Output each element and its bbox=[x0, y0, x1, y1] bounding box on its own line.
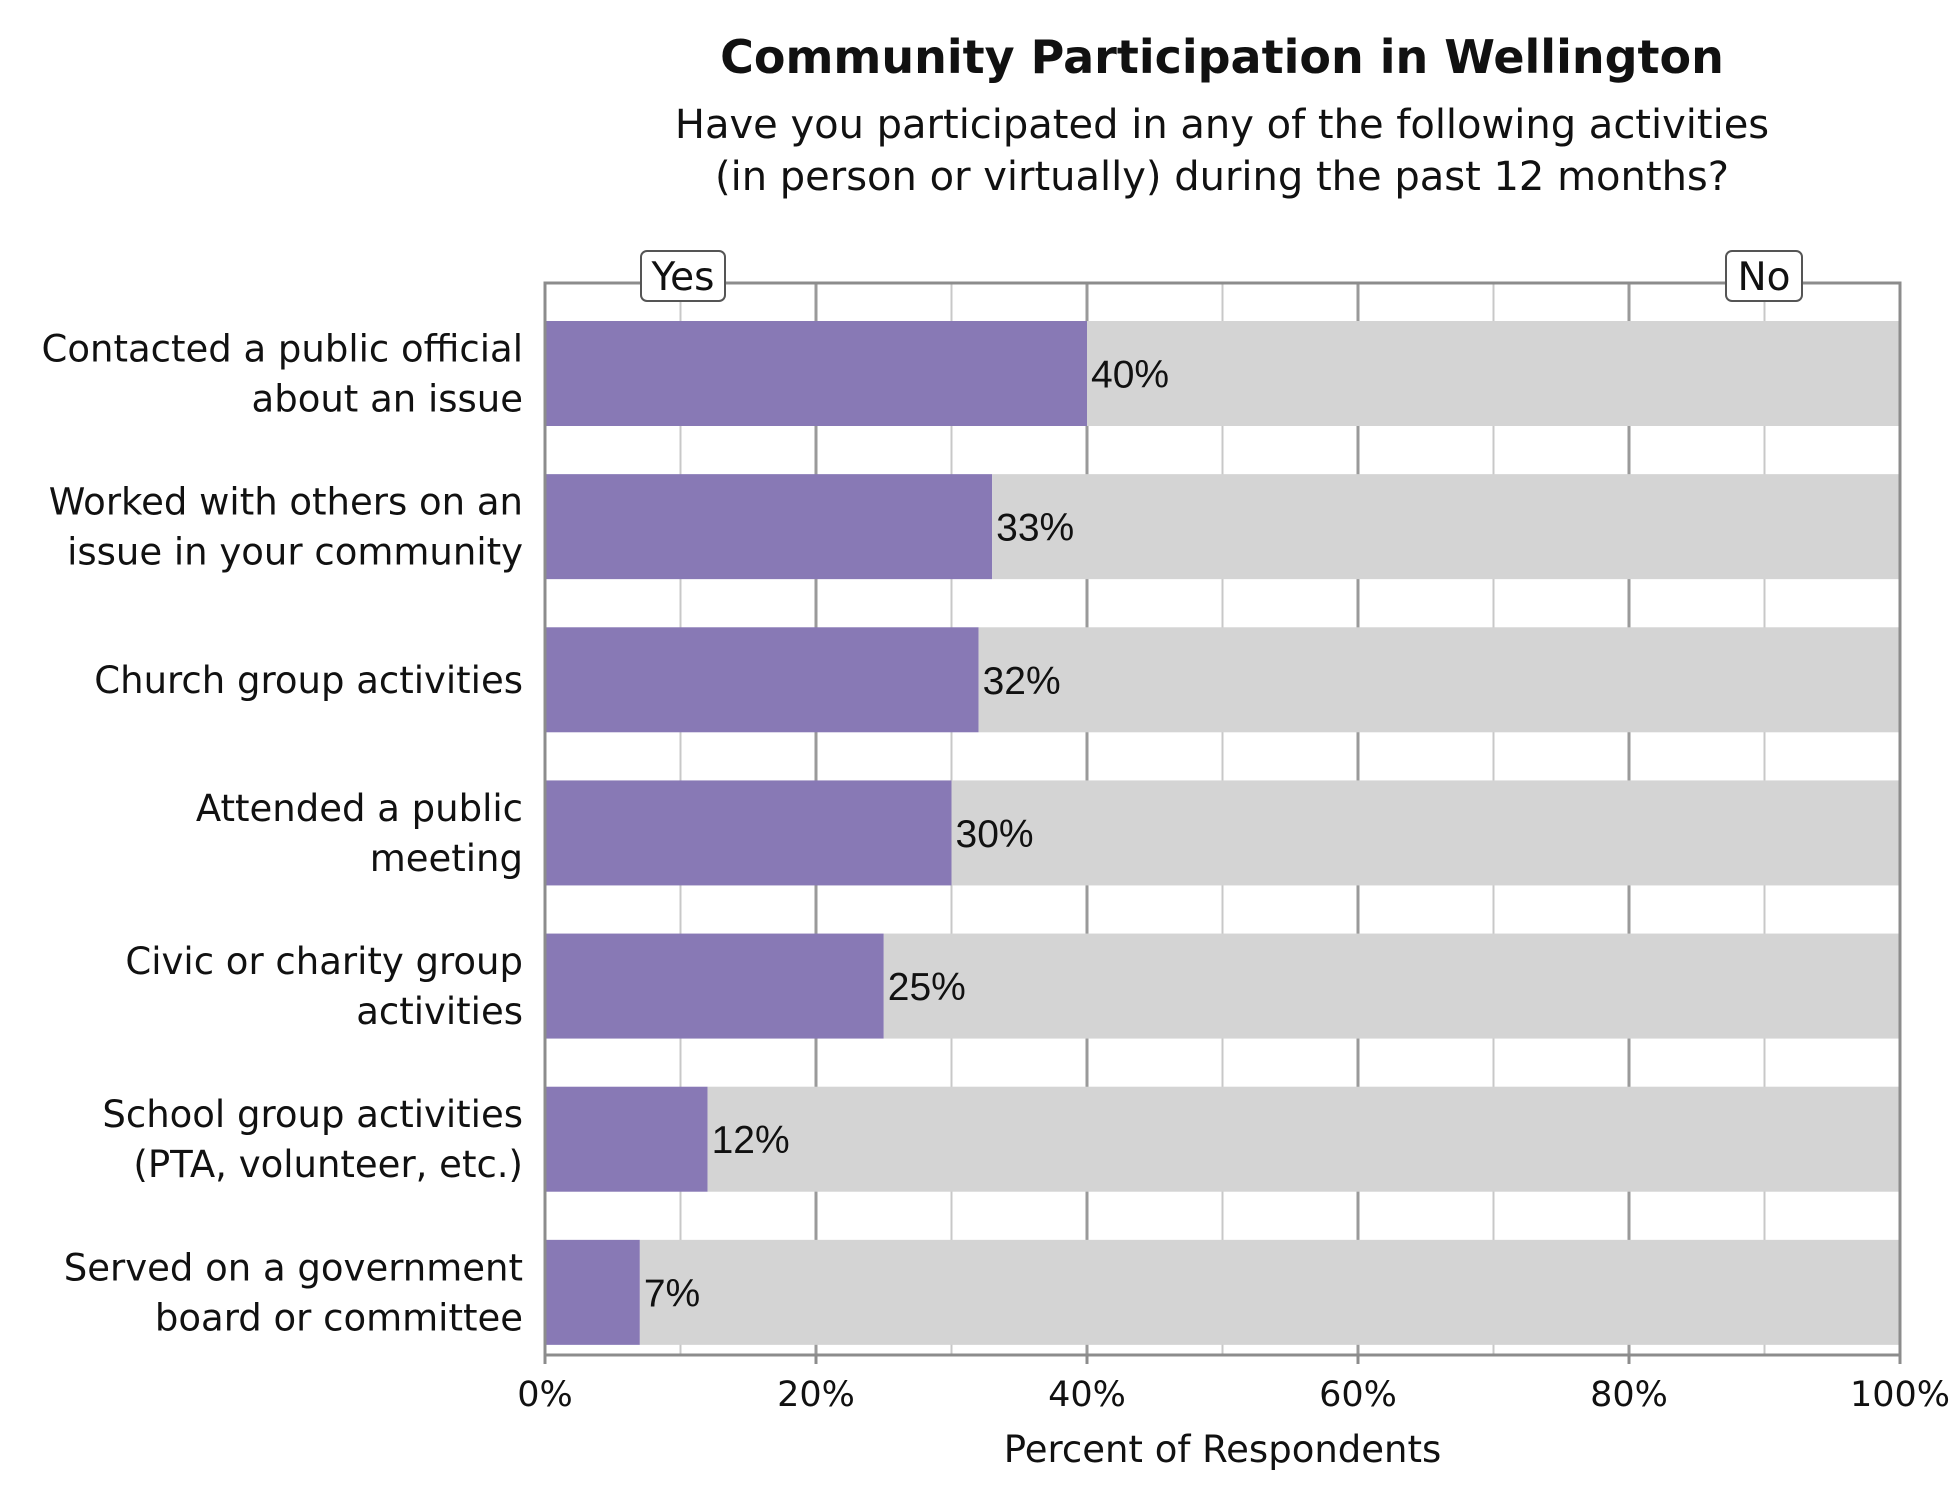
legend-box-yes bbox=[640, 250, 726, 302]
plot-area: 40% Contacted a public official about an i… bbox=[42, 250, 1950, 1471]
x-tick-label: 80% bbox=[1590, 1375, 1668, 1415]
data-label-5: 25% bbox=[888, 966, 966, 1009]
category-label-3: Church group activities bbox=[94, 659, 523, 702]
bar-no-7 bbox=[639, 1239, 1900, 1345]
bar-yes-5 bbox=[545, 933, 884, 1039]
x-tick-label: 60% bbox=[1319, 1375, 1397, 1415]
x-tick-label: 20% bbox=[777, 1375, 855, 1415]
bar-yes-7 bbox=[545, 1239, 640, 1345]
category-label-5-line-2: activities bbox=[356, 990, 523, 1033]
chart-subtitle-line-1: Have you participated in any of the foll… bbox=[675, 102, 1769, 148]
bar-yes-4 bbox=[545, 780, 952, 886]
bar-no-6 bbox=[707, 1086, 1900, 1192]
bar-no-1 bbox=[1087, 321, 1900, 426]
category-label-6-line-1: School group activities bbox=[102, 1093, 523, 1136]
bar-yes-1 bbox=[545, 321, 1087, 426]
category-label-2-line-1: Worked with others on an bbox=[49, 481, 523, 524]
category-label-6-line-2: (PTA, volunteer, etc.) bbox=[133, 1143, 523, 1186]
category-label-1-line-1: Contacted a public official bbox=[42, 328, 523, 371]
bar-no-4 bbox=[951, 780, 1900, 886]
legend-label-yes: Yes bbox=[651, 255, 715, 300]
chart-subtitle-line-2: (in person or virtually) during the past… bbox=[715, 154, 1729, 200]
data-label-6: 12% bbox=[712, 1119, 790, 1162]
legend-box-no bbox=[1725, 250, 1803, 302]
category-label-7-line-2: board or committee bbox=[155, 1296, 523, 1339]
x-tick-label: 100% bbox=[1850, 1375, 1950, 1415]
category-label-7-line-1: Served on a government bbox=[64, 1246, 523, 1289]
x-tick-label: 0% bbox=[517, 1375, 573, 1415]
category-label-4-line-2: meeting bbox=[370, 837, 523, 880]
legend-label-no: No bbox=[1737, 255, 1790, 300]
data-label-4: 30% bbox=[956, 813, 1034, 856]
data-label-2: 33% bbox=[996, 507, 1074, 550]
category-label-4-line-1: Attended a public bbox=[196, 787, 523, 830]
plot-border bbox=[543, 281, 1902, 1357]
x-axis-title: Percent of Respondents bbox=[1004, 1428, 1442, 1471]
data-label-3: 32% bbox=[983, 660, 1061, 703]
data-label-1: 40% bbox=[1091, 354, 1169, 397]
bar-yes-6 bbox=[545, 1086, 708, 1192]
data-label-7: 7% bbox=[644, 1272, 700, 1315]
bar-no-3 bbox=[978, 627, 1900, 733]
category-label-5-line-1: Civic or charity group bbox=[125, 940, 523, 983]
chart-title: Community Participation in Wellington bbox=[720, 30, 1724, 84]
bar-yes-2 bbox=[545, 474, 993, 580]
bar-yes-3 bbox=[545, 627, 979, 733]
category-label-1-line-2: about an issue bbox=[252, 378, 523, 421]
x-tick-label: 40% bbox=[1048, 1375, 1126, 1415]
bar-no-5 bbox=[883, 933, 1900, 1039]
bar-no-2 bbox=[992, 474, 1900, 580]
category-label-2-line-2: issue in your community bbox=[67, 531, 523, 574]
